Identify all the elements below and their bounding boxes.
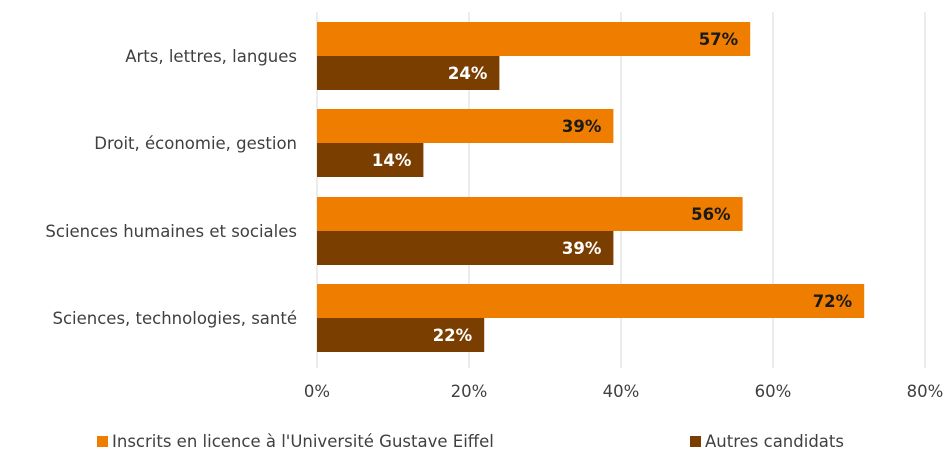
x-tick-label: 80% — [907, 382, 944, 401]
bar — [317, 318, 485, 352]
data-label: 57% — [699, 30, 739, 49]
x-tick-label: 0% — [304, 382, 330, 401]
legend-label: Autres candidats — [705, 432, 844, 451]
category-label: Arts, lettres, langues — [125, 47, 297, 66]
x-tick-label: 40% — [603, 382, 640, 401]
bar — [317, 143, 424, 177]
data-label: 72% — [813, 292, 853, 311]
category-label: Droit, économie, gestion — [94, 134, 297, 153]
data-label: 56% — [691, 205, 731, 224]
data-label: 39% — [562, 117, 602, 136]
bar — [317, 56, 500, 90]
bar — [317, 197, 743, 231]
data-label: 24% — [448, 64, 488, 83]
data-label: 14% — [372, 151, 412, 170]
data-label: 22% — [433, 326, 473, 345]
legend-label: Inscrits en licence à l'Université Gusta… — [112, 432, 494, 451]
legend-swatch — [97, 436, 108, 447]
bar — [317, 284, 865, 318]
legend-swatch — [690, 436, 701, 447]
bar — [317, 109, 614, 143]
x-tick-label: 60% — [755, 382, 792, 401]
bar — [317, 22, 751, 56]
category-label: Sciences, technologies, santé — [52, 309, 297, 328]
data-label: 39% — [562, 239, 602, 258]
category-label: Sciences humaines et sociales — [45, 222, 297, 241]
bar — [317, 231, 614, 265]
x-tick-label: 20% — [451, 382, 488, 401]
